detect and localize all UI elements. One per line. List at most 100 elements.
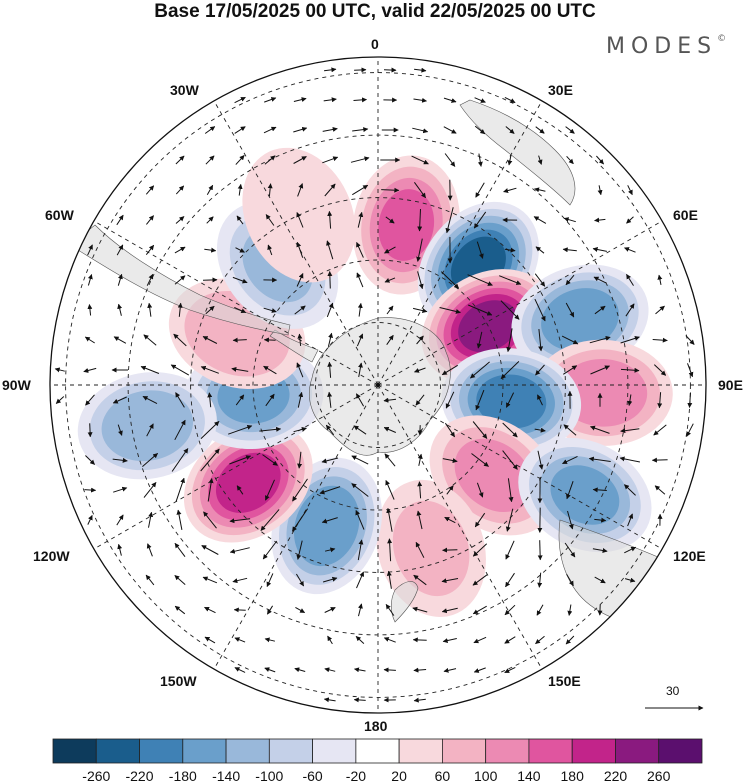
wind-vector [594,217,606,223]
wind-vector [357,539,364,561]
colorbar-swatch [398,738,443,764]
wind-vector [204,247,217,253]
wind-vector [415,541,425,558]
wind-vector [441,364,458,376]
wind-vector [266,573,274,588]
anomaly-contour-10 [215,452,281,513]
colorbar-tick-label: 20 [391,768,407,783]
wind-vector [473,636,487,644]
wind-vector [383,637,396,643]
wind-vector [443,126,457,134]
wind-vector [263,307,277,313]
wind-vector [415,394,425,406]
wind-vector [474,125,486,135]
lon-label-0: 0 [371,36,379,52]
wind-vector [324,183,336,197]
wind-vector [231,366,249,372]
wind-vector [470,361,490,379]
wind-vector [205,155,215,165]
lon-label-60w: 60W [45,207,74,223]
wind-vector [505,126,515,134]
wind-vector [416,238,423,262]
wind-vector [85,455,95,465]
wind-vector [475,389,485,411]
wind-vector [326,240,334,260]
wind-vector [567,510,574,530]
wind-vector [322,126,338,132]
meridian-line [213,384,379,670]
antarctic-peninsula [269,329,319,363]
wind-vector [175,392,185,408]
colorbar-tick-label: 260 [647,768,671,783]
colorbar-swatch [139,738,184,764]
wind-vector [626,216,634,224]
wind-vector [352,184,369,196]
wind-vector [323,697,336,703]
colorbar-tick-label: -20 [346,768,366,783]
wind-vector [500,300,520,320]
wind-vector [117,543,123,556]
latitude-circle [252,259,504,511]
wind-vector [588,456,611,462]
wind-vector [262,540,278,560]
wind-vector [234,96,246,104]
wind-vector [593,276,607,284]
wind-vector [177,302,183,317]
wind-vector [472,605,487,615]
wind-vector [297,183,304,197]
wind-vector [327,391,333,408]
wind-vector [356,241,364,258]
wind-vector [414,367,426,373]
wind-vector [504,96,516,104]
wind-vector [383,397,397,403]
wind-vector [264,155,276,165]
anomaly-contour-8 [392,500,470,597]
wind-vector [563,217,576,223]
wind-vector [145,574,155,586]
wind-vector [384,246,396,254]
lon-label-90e: 90E [718,377,743,393]
wind-vector [562,247,577,253]
wind-vector [324,607,336,613]
wind-vector [626,273,634,286]
wind-vector [55,396,65,404]
wind-vector [323,97,337,103]
wind-vector [232,337,247,343]
wind-vector [358,362,363,378]
wind-vector [655,305,665,315]
wind-vector [445,207,454,234]
wind-vector [594,517,607,523]
wind-vector [200,365,219,374]
colorbar-tick-label: 100 [474,768,498,783]
wind-vector [355,393,365,407]
wind-vector [590,425,610,434]
wind-vector [235,247,245,253]
anomaly-contour-12 [101,390,194,462]
anomaly-contour-9 [294,485,360,567]
colorbar-swatch [312,738,357,764]
wind-vector [327,210,333,229]
wind-vector [620,428,640,434]
wind-vector [596,155,604,165]
wind-vector [443,667,457,673]
wind-vector [534,427,546,433]
wind-vector [200,421,220,439]
wind-vector [296,241,304,258]
wind-vector [85,394,95,406]
wind-vector [295,606,306,614]
wind-vector [411,155,429,165]
anomaly-contour-3 [541,288,619,351]
vector-scale-label: 30 [666,684,680,698]
wind-vector [354,67,367,73]
wind-vector [472,574,488,586]
wind-vector [386,305,394,315]
colorbar-swatch [182,738,227,764]
meridian-line [377,384,663,550]
wind-vector [293,427,307,433]
wind-vector [326,302,334,318]
anomaly-field [77,147,673,617]
wind-vector [384,453,396,467]
wind-vector [234,306,247,314]
wind-vector [202,336,218,344]
wind-vector [416,510,423,530]
